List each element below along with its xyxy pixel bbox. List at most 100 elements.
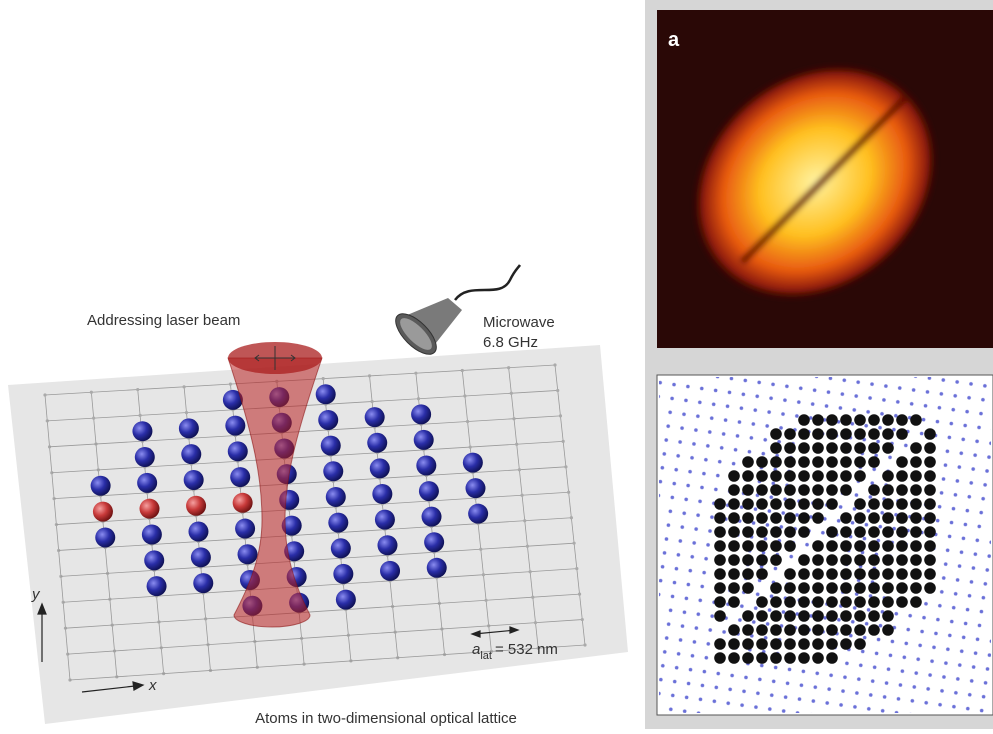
occupied-site [826, 624, 838, 636]
blue-atom [135, 447, 155, 467]
blue-atom [137, 473, 157, 493]
occupied-site [770, 582, 782, 594]
occupied-site [868, 554, 880, 566]
occupied-site [728, 470, 740, 482]
occupied-site [770, 624, 782, 636]
occupied-site [784, 484, 796, 496]
occupied-site [812, 610, 824, 622]
occupied-site [854, 624, 866, 636]
occupied-site [756, 456, 768, 468]
occupied-site [784, 582, 796, 594]
occupied-site [826, 596, 838, 608]
occupied-site [896, 596, 908, 608]
occupied-site [714, 512, 726, 524]
blue-atom [331, 538, 351, 558]
occupied-site [798, 610, 810, 622]
occupied-site [714, 638, 726, 650]
x-axis-label: x [148, 677, 157, 694]
occupied-site [812, 484, 824, 496]
occupied-site [910, 442, 922, 454]
occupied-site [910, 526, 922, 538]
occupied-site [910, 512, 922, 524]
occupied-site [742, 498, 754, 510]
occupied-site [812, 568, 824, 580]
occupied-site [924, 428, 936, 440]
blue-atom [370, 458, 390, 478]
occupied-site [868, 568, 880, 580]
grid-node [556, 389, 559, 392]
blue-atom [377, 535, 397, 555]
grid-node [529, 570, 532, 573]
occupied-site [742, 456, 754, 468]
grid-node [322, 377, 325, 380]
occupied-site [742, 568, 754, 580]
occupied-site [812, 442, 824, 454]
occupied-site [714, 568, 726, 580]
blue-atom [372, 484, 392, 504]
occupied-site [784, 442, 796, 454]
grid-node [185, 411, 188, 414]
occupied-site [798, 470, 810, 482]
blue-atom [318, 410, 338, 430]
occupied-site [798, 498, 810, 510]
occupied-site [784, 512, 796, 524]
occupied-site [798, 638, 810, 650]
occupied-site [840, 582, 852, 594]
occupied-site [798, 596, 810, 608]
blue-atom [323, 461, 343, 481]
occupied-site [784, 498, 796, 510]
occupied-site [756, 512, 768, 524]
grid-node [417, 397, 420, 400]
occupied-site [896, 568, 908, 580]
occupied-site [756, 484, 768, 496]
grid-node [90, 391, 93, 394]
grid-node [515, 443, 518, 446]
occupied-site [798, 484, 810, 496]
grid-node [43, 393, 46, 396]
occupied-site [924, 568, 936, 580]
occupied-site [784, 540, 796, 552]
occupied-site [882, 414, 894, 426]
occupied-site [770, 484, 782, 496]
blue-atom [463, 453, 483, 473]
caption: Atoms in two-dimensional optical lattice [255, 710, 517, 727]
occupied-site [798, 624, 810, 636]
occupied-site [826, 498, 838, 510]
grid-node [371, 400, 374, 403]
grid-node [567, 491, 570, 494]
occupied-site [812, 498, 824, 510]
occupied-site [896, 484, 908, 496]
occupied-site [728, 582, 740, 594]
grid-node [510, 392, 513, 395]
blue-atom [91, 476, 111, 496]
occupied-site [812, 624, 824, 636]
occupied-site [714, 582, 726, 594]
occupied-site [770, 456, 782, 468]
occupied-site [798, 512, 810, 524]
red-atom [93, 502, 113, 522]
occupied-site [784, 652, 796, 664]
occupied-site [854, 638, 866, 650]
occupied-site [742, 582, 754, 594]
grid-node [570, 516, 573, 519]
blue-atom [375, 510, 395, 530]
occupied-site [812, 582, 824, 594]
occupied-site [854, 526, 866, 538]
occupied-site [924, 442, 936, 454]
occupied-site [798, 414, 810, 426]
blue-atom [414, 430, 434, 450]
grid-node [562, 440, 565, 443]
occupied-site [742, 652, 754, 664]
occupied-site [742, 638, 754, 650]
red-atom [233, 493, 253, 513]
blue-atom [230, 467, 250, 487]
occupied-site [714, 498, 726, 510]
occupied-site [854, 554, 866, 566]
occupied-site [910, 484, 922, 496]
occupied-site [798, 582, 810, 594]
occupied-site [728, 554, 740, 566]
blue-atom [191, 547, 211, 567]
occupied-site [812, 554, 824, 566]
red-atom [140, 499, 160, 519]
blue-atom [465, 478, 485, 498]
